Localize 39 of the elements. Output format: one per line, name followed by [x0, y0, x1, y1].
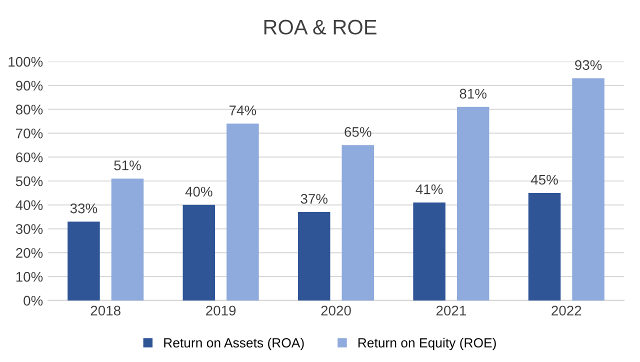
y-tick-label: 70% [16, 128, 43, 138]
data-label: 40% [185, 186, 212, 197]
bar [298, 212, 330, 300]
x-tick-label: 2020 [321, 306, 351, 316]
x-tick-label: 2019 [206, 306, 236, 316]
bar [572, 78, 604, 300]
y-tick-label: 50% [16, 176, 43, 186]
data-label: 93% [575, 60, 602, 70]
data-label: 33% [70, 203, 98, 214]
data-label: 41% [416, 184, 443, 194]
bar [342, 145, 374, 300]
x-tick-label: 2021 [436, 306, 466, 316]
data-label: 74% [230, 106, 256, 116]
bar [68, 222, 100, 300]
y-tick-label: 90% [16, 80, 43, 91]
bar [456, 106, 490, 300]
bar [182, 204, 216, 300]
bar [413, 202, 446, 300]
bar [528, 192, 561, 300]
data-label: 51% [114, 160, 141, 170]
bar [226, 124, 259, 300]
y-tick-label: 60% [16, 152, 43, 162]
legend-label: Return on Assets (ROA) [164, 338, 304, 350]
y-tick-label: 30% [16, 224, 43, 234]
y-tick-label: 100% [8, 56, 43, 67]
data-label: 65% [344, 127, 372, 137]
x-tick-label: 2022 [552, 306, 582, 316]
data-label: 45% [530, 174, 558, 185]
data-label: 37% [300, 194, 328, 204]
x-tick-label: 2018 [90, 306, 120, 316]
y-tick-label: 40% [16, 200, 43, 210]
y-tick-label: 10% [16, 272, 43, 282]
chart-title: ROA & ROE [264, 20, 376, 35]
y-tick-label: 0% [24, 296, 43, 306]
y-tick-label: 20% [16, 248, 43, 258]
bar [111, 178, 144, 300]
y-tick-label: 80% [16, 104, 43, 114]
legend-label: Return on Equity (ROE) [358, 338, 496, 350]
data-label: 81% [460, 88, 486, 99]
